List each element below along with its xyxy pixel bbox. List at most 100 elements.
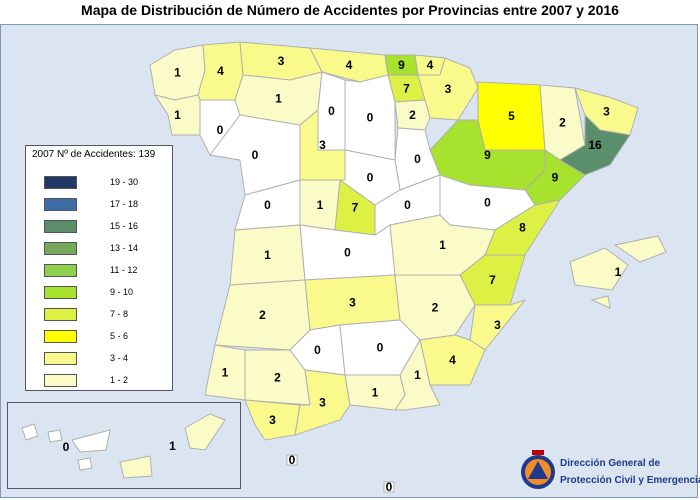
legend-swatch bbox=[44, 330, 77, 343]
province-count-label: 0 bbox=[386, 480, 393, 494]
province-count-label: 1 bbox=[222, 366, 229, 380]
legend-item: 5 - 6 bbox=[44, 330, 164, 344]
province-count-label: 0 bbox=[367, 171, 374, 185]
province-la-rioja bbox=[394, 99, 431, 131]
province-count-label: 1 bbox=[174, 108, 181, 122]
legend-range: 7 - 8 bbox=[110, 309, 129, 319]
province-ceuta bbox=[286, 454, 298, 466]
province-count-label: 7 bbox=[489, 273, 496, 287]
civil-protection-logo-icon bbox=[521, 450, 555, 489]
province-count-label: 0 bbox=[367, 111, 374, 125]
legend-item: 9 - 10 bbox=[44, 286, 164, 300]
province-count-label: 3 bbox=[494, 318, 501, 332]
province-count-label: 1 bbox=[615, 265, 622, 279]
province-count-label: 1 bbox=[317, 198, 324, 212]
legend-swatch bbox=[44, 374, 77, 387]
canary-islands-inset bbox=[7, 402, 241, 489]
legend-item: 3 - 4 bbox=[44, 352, 164, 366]
legend-swatch bbox=[44, 242, 77, 255]
province-count-label: 3 bbox=[319, 138, 326, 152]
legend-swatch bbox=[44, 286, 77, 299]
legend-item: 11 - 12 bbox=[44, 264, 164, 278]
province-count-label: 0 bbox=[484, 196, 491, 210]
province-almeria bbox=[394, 338, 441, 411]
province-cadiz bbox=[244, 399, 301, 441]
legend-range: 5 - 6 bbox=[110, 331, 129, 341]
province-count-label: 4 bbox=[346, 58, 353, 72]
legend-range: 15 - 16 bbox=[110, 221, 139, 231]
province-count-label: 1 bbox=[275, 92, 282, 106]
legend-item: 1 - 2 bbox=[44, 374, 164, 388]
legend-title: 2007 Nº de Accidentes: 139 bbox=[32, 149, 156, 160]
legend-range: 11 - 12 bbox=[110, 265, 138, 275]
legend-range: 3 - 4 bbox=[110, 353, 129, 363]
map-title: Mapa de Distribución de Número de Accide… bbox=[81, 2, 619, 18]
legend-swatch bbox=[44, 176, 77, 189]
legend-item: 7 - 8 bbox=[44, 308, 164, 322]
legend-swatch bbox=[44, 264, 77, 277]
legend-range: 9 - 10 bbox=[110, 287, 134, 297]
province-count-label: 2 bbox=[432, 301, 439, 315]
province-santa-cruz-de-tenerife bbox=[21, 423, 111, 471]
province-count-label: 1 bbox=[414, 368, 421, 382]
province-count-label: 0 bbox=[344, 246, 351, 260]
province-count-label: 7 bbox=[352, 201, 359, 215]
legend-swatch bbox=[44, 198, 77, 211]
legend-range: 1 - 2 bbox=[110, 375, 129, 385]
legend-range: 19 - 30 bbox=[110, 177, 139, 187]
province-count-label: 4 bbox=[217, 64, 224, 78]
province-count-label: 1 bbox=[264, 248, 271, 262]
province-count-label: 0 bbox=[314, 343, 321, 357]
province-count-label: 4 bbox=[449, 353, 456, 367]
province-count-label: 0 bbox=[264, 198, 271, 212]
province-count-label: 3 bbox=[349, 296, 356, 310]
province-count-label: 0 bbox=[328, 104, 335, 118]
province-count-label: 0 bbox=[63, 440, 70, 454]
org-name-line2: Protección Civil y Emergencias bbox=[560, 475, 700, 486]
province-count-label: 1 bbox=[439, 238, 446, 252]
legend-item: 17 - 18 bbox=[44, 198, 164, 212]
province-count-label: 0 bbox=[289, 453, 296, 467]
province-count-label: 3 bbox=[445, 82, 452, 96]
province-count-label: 2 bbox=[259, 308, 266, 322]
province-barcelona bbox=[559, 113, 631, 176]
province-count-label: 5 bbox=[508, 109, 515, 123]
province-count-label: 4 bbox=[427, 58, 434, 72]
province-las-palmas bbox=[119, 413, 226, 479]
province-count-label: 3 bbox=[319, 396, 326, 410]
province-count-label: 16 bbox=[588, 138, 602, 152]
province-count-label: 9 bbox=[398, 58, 405, 72]
province-count-label: 1 bbox=[169, 439, 176, 453]
province-count-label: 0 bbox=[414, 152, 421, 166]
province-count-label: 9 bbox=[552, 171, 559, 185]
province-melilla bbox=[383, 481, 395, 493]
legend-range: 13 - 14 bbox=[110, 243, 139, 253]
province-count-label: 1 bbox=[174, 66, 181, 80]
province-count-label: 7 bbox=[403, 82, 410, 96]
province-count-label: 9 bbox=[484, 148, 491, 162]
province-count-label: 0 bbox=[377, 341, 384, 355]
province-count-label: 8 bbox=[519, 221, 526, 235]
province-baleares bbox=[569, 235, 667, 309]
province-count-label: 2 bbox=[409, 108, 416, 122]
province-count-label: 0 bbox=[217, 123, 224, 137]
legend-item: 15 - 16 bbox=[44, 220, 164, 234]
province-alicante bbox=[469, 298, 527, 351]
province-count-label: 3 bbox=[603, 105, 610, 119]
map-legend: 2007 Nº de Accidentes: 139 19 - 30 17 - 1… bbox=[25, 145, 173, 391]
province-count-label: 1 bbox=[372, 386, 379, 400]
organization-credit: Dirección General de Protección Civil y … bbox=[515, 448, 700, 496]
legend-range: 17 - 18 bbox=[110, 199, 139, 209]
legend-swatch bbox=[44, 308, 77, 321]
province-count-label: 0 bbox=[252, 148, 259, 162]
legend-swatch bbox=[44, 352, 77, 365]
province-count-label: 2 bbox=[559, 116, 566, 130]
province-count-label: 3 bbox=[269, 413, 276, 427]
legend-item: 19 - 30 bbox=[44, 176, 164, 190]
province-count-label: 2 bbox=[274, 371, 281, 385]
legend-swatch bbox=[44, 220, 77, 233]
province-count-label: 0 bbox=[404, 198, 411, 212]
legend-item: 13 - 14 bbox=[44, 242, 164, 256]
org-name-line1: Dirección General de bbox=[560, 458, 661, 469]
